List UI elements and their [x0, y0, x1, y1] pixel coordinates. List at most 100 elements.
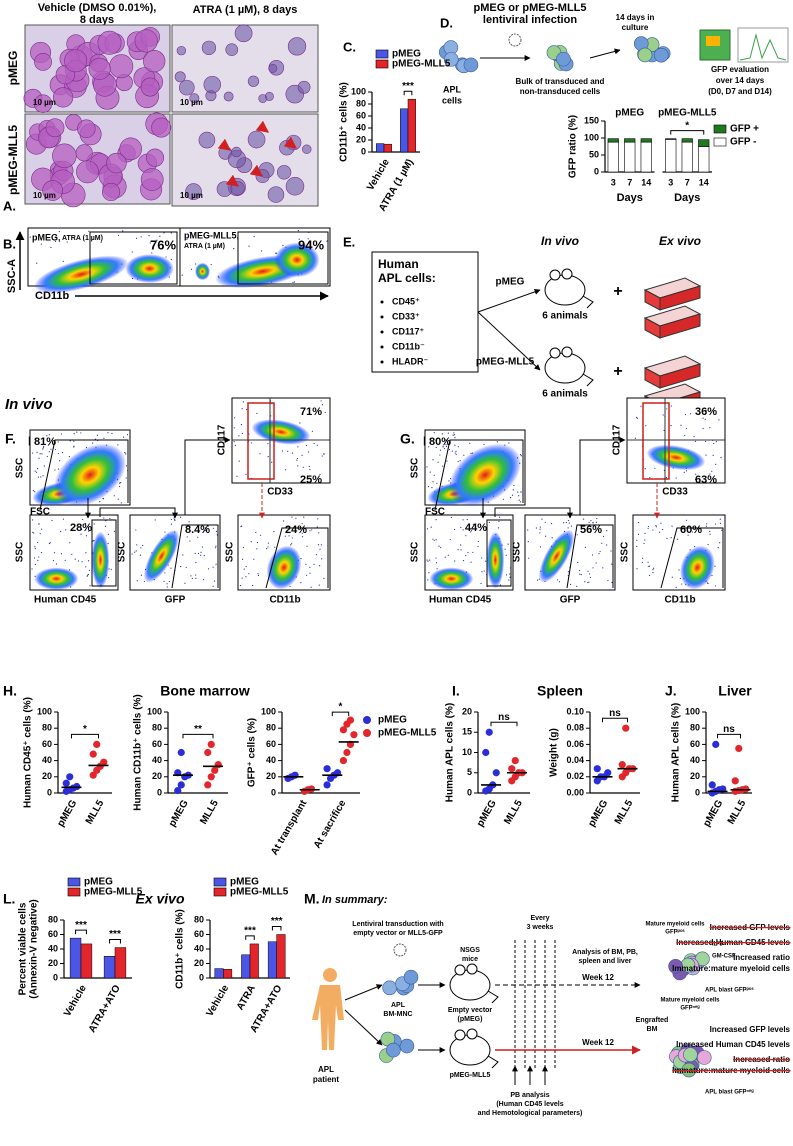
event-dot	[164, 572, 166, 574]
y-tick-label: 20	[42, 771, 52, 781]
event-dot	[519, 501, 522, 503]
cell-icon	[556, 51, 571, 67]
event-dot	[131, 553, 133, 555]
event-dot	[647, 565, 649, 567]
event-dot	[307, 238, 309, 240]
event-dot	[259, 534, 262, 536]
x-tick-label: 3	[611, 177, 616, 187]
label: APL blast GFPⁿᵉᵍ	[705, 1089, 754, 1096]
event-dot	[507, 543, 509, 545]
bullet	[380, 300, 384, 304]
cell	[225, 43, 239, 56]
legend-swatch	[375, 49, 389, 59]
cell	[216, 181, 233, 197]
event-dot	[174, 519, 176, 521]
y-tick-label: 40	[42, 755, 52, 765]
event-dot	[34, 548, 36, 550]
cell	[231, 146, 242, 158]
event-dot	[73, 440, 75, 442]
event-dot	[142, 544, 144, 547]
event-dot	[48, 451, 50, 453]
y-axis-label: Human APL cells (%)	[445, 703, 456, 802]
event-dot	[134, 551, 136, 553]
event-dot	[563, 522, 565, 524]
mouse-ear	[454, 964, 466, 976]
event-dot	[317, 544, 320, 546]
event-dot	[442, 465, 444, 467]
event-dot	[186, 536, 188, 538]
y-axis-label: GFP ratio (%)	[568, 115, 579, 178]
event-dot	[636, 545, 638, 547]
event-dot	[588, 573, 591, 575]
mouse-ear	[454, 1029, 466, 1041]
event-dot	[318, 565, 321, 567]
label: 3 weeks	[527, 924, 554, 931]
event-dot	[257, 573, 259, 575]
event-dot	[88, 230, 90, 232]
event-dot	[80, 533, 82, 535]
event-dot	[256, 541, 259, 544]
event-dot	[65, 529, 67, 531]
event-dot	[109, 517, 111, 520]
event-dot	[670, 405, 672, 407]
event-dot	[505, 574, 508, 576]
event-dot	[234, 417, 236, 419]
data-point	[604, 769, 612, 777]
data-point	[207, 773, 215, 781]
event-dot	[34, 563, 37, 566]
x-axis-label: Days	[617, 192, 643, 204]
event-dot	[679, 577, 682, 580]
label: 63%	[695, 474, 717, 486]
event-dot	[687, 534, 689, 536]
event-dot	[284, 535, 286, 537]
event-dot	[290, 544, 292, 546]
event-dot	[87, 560, 90, 562]
event-dot	[545, 535, 547, 537]
event-dot	[60, 433, 63, 435]
pointer-arrow	[217, 138, 231, 151]
legend-label: pMEG-MLL5	[230, 887, 289, 898]
event-dot	[194, 552, 196, 554]
cell	[203, 75, 221, 94]
cell	[276, 165, 292, 180]
event-dot	[203, 579, 205, 581]
event-dot	[499, 584, 502, 586]
event-dot	[245, 565, 247, 568]
significance: ***	[244, 926, 256, 937]
event-dot	[76, 431, 78, 433]
label: pMEG	[496, 277, 525, 288]
cell	[88, 57, 111, 80]
event-dot	[58, 231, 60, 233]
cell-icon	[463, 57, 479, 73]
event-dot	[104, 525, 107, 528]
cell	[75, 144, 93, 162]
y-tick-label: 10	[462, 747, 472, 757]
event-dot	[267, 456, 269, 458]
event-dot	[460, 544, 462, 546]
event-dot	[708, 475, 710, 477]
cell	[101, 182, 121, 202]
bar-segment	[607, 141, 619, 173]
data-point	[211, 766, 219, 774]
event-dot	[170, 523, 173, 525]
event-dot	[163, 580, 165, 583]
event-dot	[453, 434, 456, 436]
y-tick-label: 40	[690, 755, 700, 765]
cell	[174, 71, 186, 83]
event-dot	[32, 531, 34, 533]
event-dot	[663, 429, 665, 432]
y-axis-label: GFP⁺ cells (%)	[247, 718, 258, 787]
event-dot	[203, 530, 205, 533]
event-dot	[305, 563, 307, 565]
label: pMEG,	[32, 232, 61, 242]
data-point	[204, 748, 212, 757]
event-dot	[647, 561, 649, 563]
event-dot	[151, 252, 153, 254]
cell	[77, 119, 96, 138]
cell	[42, 180, 63, 201]
event-dot	[143, 580, 146, 583]
y-tick-label: 60	[152, 739, 162, 749]
cell	[223, 91, 234, 102]
event-dot	[602, 535, 605, 538]
event-dot	[648, 565, 651, 567]
